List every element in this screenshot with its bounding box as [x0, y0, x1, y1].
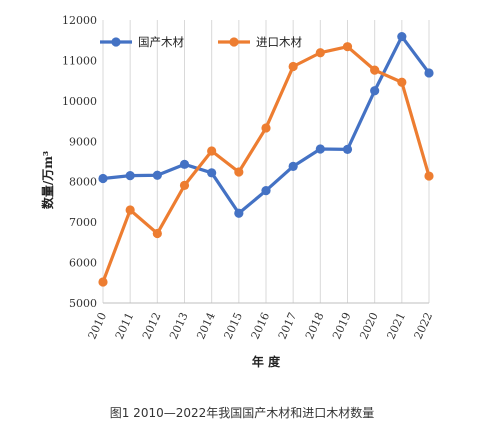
data-point-0-2014: [207, 168, 217, 178]
x-tick-label: 2018: [303, 310, 327, 341]
x-axis-ticks: 2010 2011 2012 2013 2014 2015 2016 2017 2018 2019…: [86, 310, 436, 341]
x-tick-label: 2017: [276, 310, 300, 341]
data-point-1-2021: [397, 77, 407, 87]
legend-label-0: 国产木材: [138, 35, 184, 49]
data-point-0-2017: [288, 161, 298, 171]
x-tick-label: 2019: [330, 310, 354, 341]
data-point-0-2016: [261, 186, 271, 196]
legend-marker-0: [111, 37, 121, 47]
x-tick-label: 2015: [221, 310, 245, 341]
data-point-0-2012: [152, 170, 162, 180]
y-tick-label: 6000: [69, 257, 97, 270]
legend-marker-1: [229, 37, 239, 47]
y-tick-label: 7000: [69, 216, 97, 229]
data-point-0-2022: [424, 68, 434, 78]
data-point-1-2019: [342, 42, 353, 52]
data-point-0-2021: [397, 31, 407, 42]
x-tick-label: 2011: [113, 310, 137, 341]
data-point-1-2010: [98, 277, 108, 287]
series-lines: [98, 31, 434, 287]
grid-lines: [102, 20, 430, 303]
x-tick-label: 2020: [357, 310, 381, 341]
data-point-1-2017: [288, 61, 298, 72]
data-point-1-2022: [424, 171, 434, 181]
y-tick-label: 5000: [69, 297, 97, 310]
data-point-1-2013: [179, 180, 190, 190]
data-point-0-2010: [98, 173, 108, 184]
y-axis-ticks: 5000 6000 7000 8000 9000 10000 11000 12000: [62, 14, 97, 310]
y-tick-label: 8000: [69, 176, 97, 189]
y-tick-label: 12000: [62, 14, 97, 27]
data-point-0-2020: [370, 86, 380, 96]
x-tick-label: 2022: [412, 310, 436, 341]
data-point-1-2014: [207, 146, 217, 156]
x-tick-label: 2013: [167, 310, 191, 341]
data-point-0-2015: [234, 208, 244, 218]
data-point-1-2018: [315, 48, 325, 58]
figure-caption: 图1 2010—2022年我国国产木材和进口木材数量: [109, 406, 375, 420]
x-tick-label: 2021: [384, 310, 408, 341]
data-point-0-2011: [125, 171, 135, 181]
line-chart: 5000 6000 7000 8000 9000 10000 11000 12000 2010…: [40, 14, 436, 369]
x-axis-label: 年 度: [252, 354, 281, 369]
data-point-1-2016: [261, 123, 271, 133]
y-tick-label: 9000: [69, 135, 97, 148]
x-tick-label: 2016: [249, 310, 273, 341]
data-point-1-2011: [125, 205, 135, 215]
data-point-0-2019: [342, 144, 353, 154]
x-tick-label: 2012: [140, 310, 164, 341]
legend: 国产木材 进口木材: [100, 35, 302, 49]
data-point-1-2015: [234, 167, 244, 177]
x-tick-label: 2010: [86, 310, 110, 341]
data-point-0-2018: [315, 144, 325, 154]
data-point-1-2020: [370, 65, 380, 75]
x-tick-label: 2014: [194, 310, 218, 341]
y-tick-label: 10000: [62, 95, 97, 108]
y-tick-label: 11000: [62, 54, 97, 67]
legend-label-1: 进口木材: [256, 35, 302, 49]
y-axis-label: 数量/万m³: [40, 151, 55, 209]
data-point-0-2013: [179, 159, 190, 169]
data-point-1-2012: [152, 228, 162, 239]
